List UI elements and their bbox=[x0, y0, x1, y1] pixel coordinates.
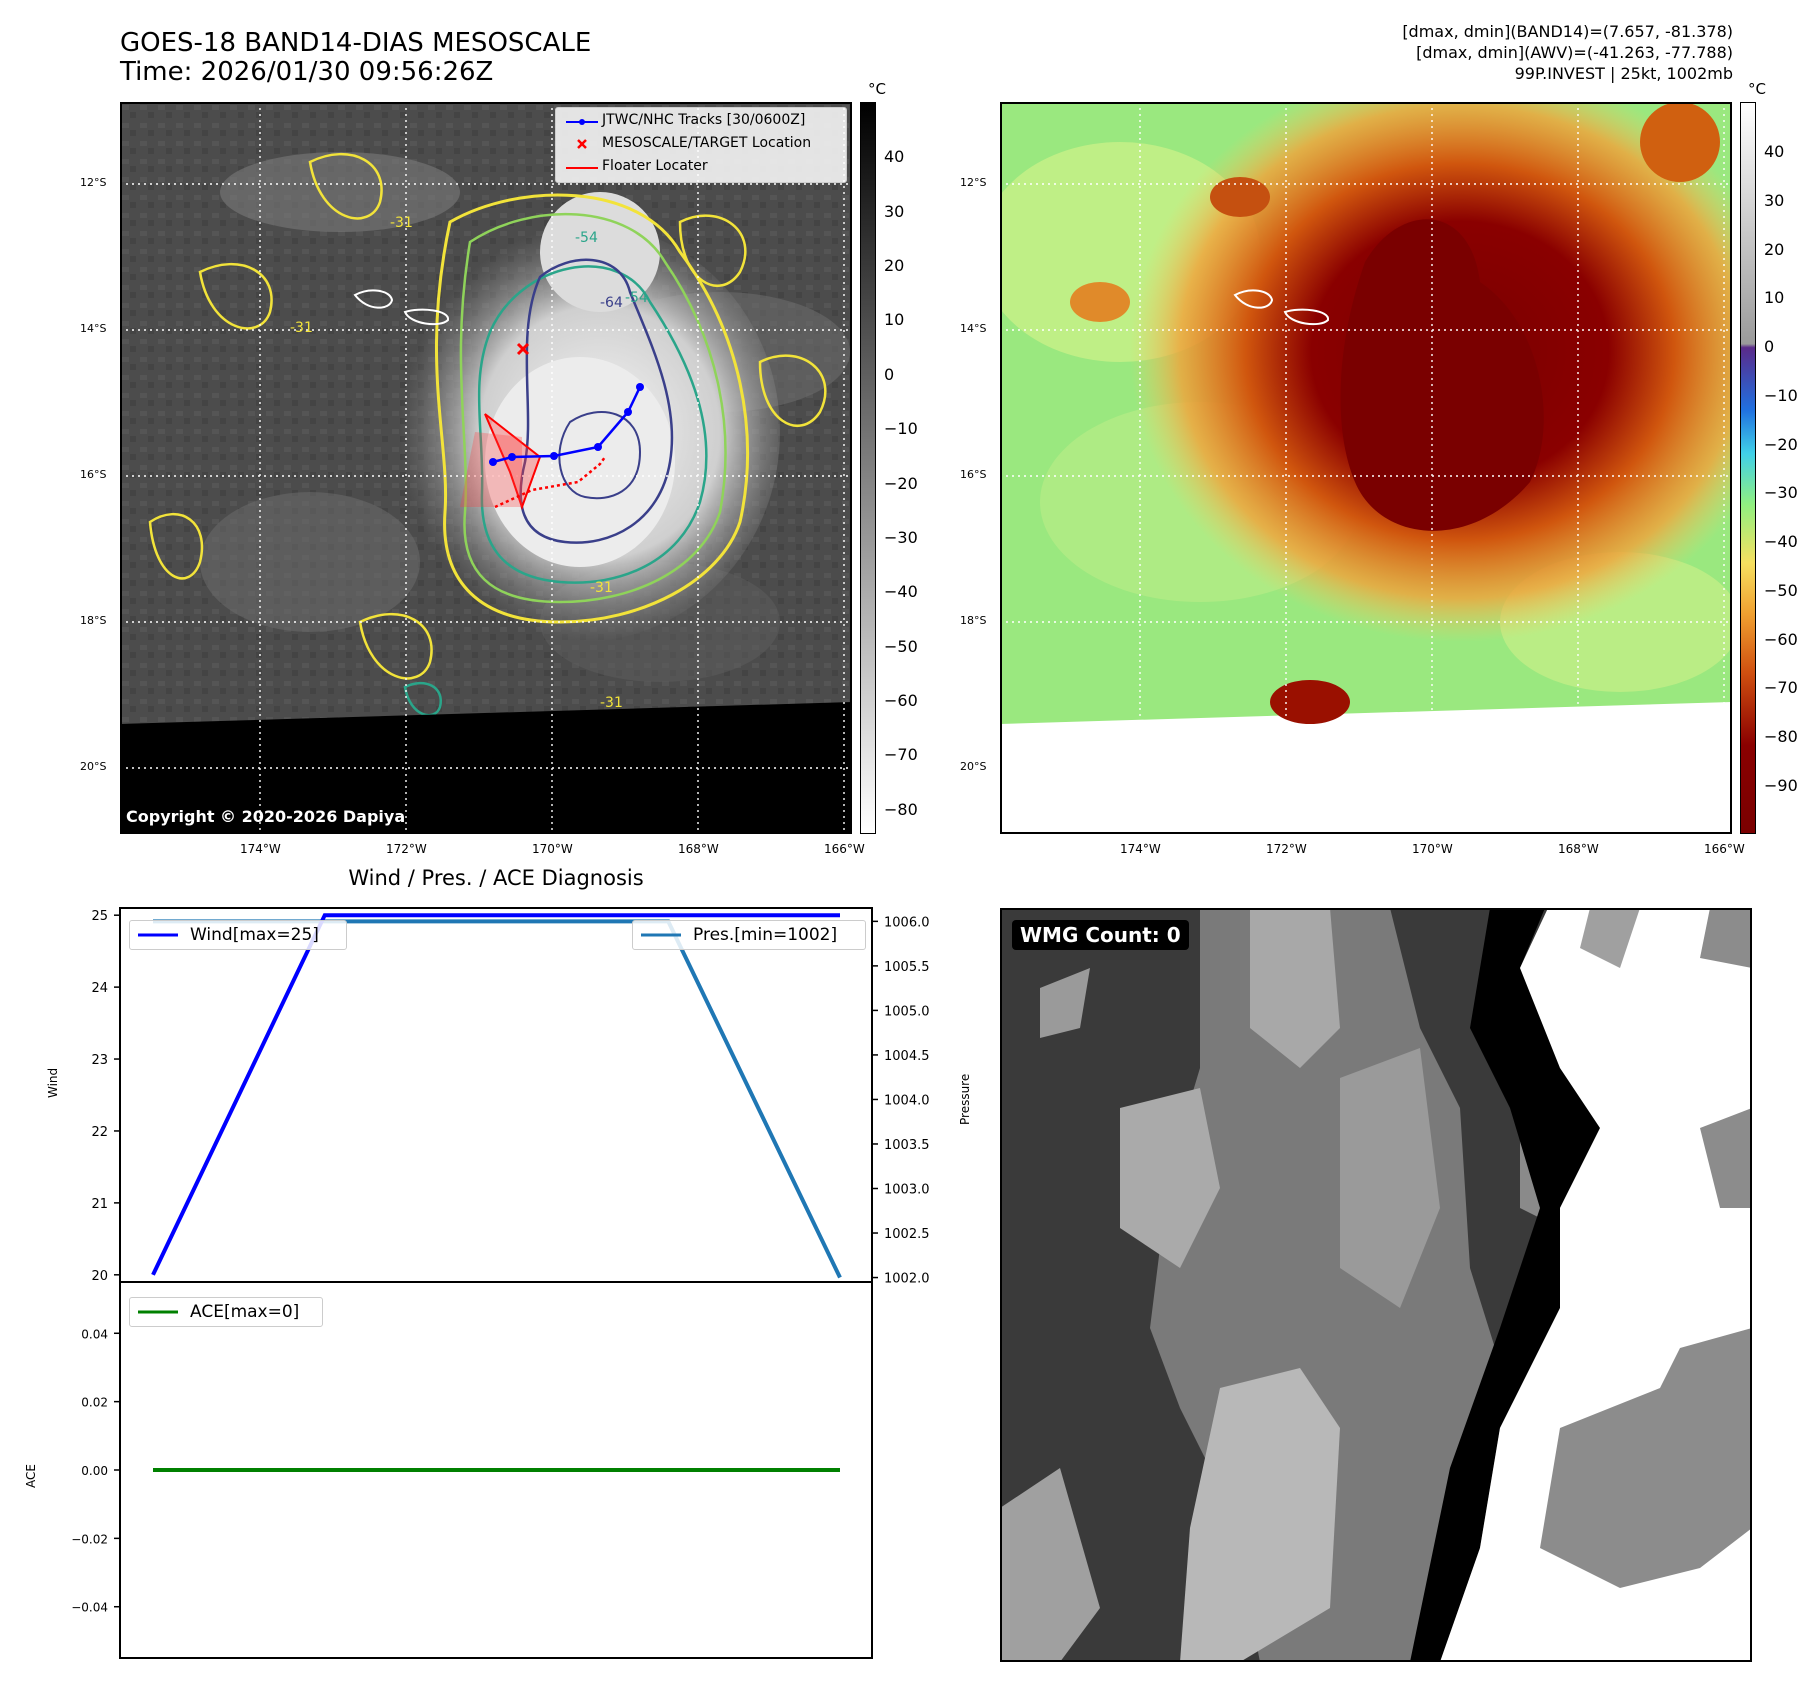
pres-legend: Pres.[min=1002] bbox=[632, 920, 866, 950]
lat-label: 14°S bbox=[80, 322, 107, 335]
awv-map bbox=[1000, 102, 1732, 834]
y2-tick-label: 1006.0 bbox=[884, 915, 930, 930]
lat-label: 14°S bbox=[960, 322, 987, 335]
wmg-count: WMG Count: 0 bbox=[1012, 920, 1189, 950]
y-tick-label: 22 bbox=[91, 1125, 108, 1140]
wmg-panel bbox=[1000, 908, 1752, 1662]
lon-label: 174°W bbox=[240, 842, 281, 856]
stats-awv: [dmax, dmin](AWV)=(-41.263, -77.788) bbox=[1416, 43, 1733, 62]
lon-label: 170°W bbox=[1412, 842, 1453, 856]
lat-label: 20°S bbox=[80, 760, 107, 773]
y2-tick-label: 1004.0 bbox=[884, 1093, 930, 1108]
wind-legend: Wind[max=25] bbox=[129, 920, 347, 950]
legend-tracks: JTWC/NHC Tracks [30/0600Z] bbox=[602, 112, 806, 128]
colorbar-unit: °C bbox=[868, 80, 886, 98]
contour-label: -31 bbox=[600, 695, 623, 711]
ace-axis-label: ACE bbox=[24, 1464, 38, 1488]
colorbar-left-ticks: 40 30 20 10 0 −10 −20 −30 −40 −50 −60 −7… bbox=[884, 147, 918, 819]
lon-label: 166°W bbox=[1704, 842, 1745, 856]
y2-tick-label: 1003.5 bbox=[884, 1138, 930, 1153]
diagnosis-chart: 20 21 22 23 24 25 1002.0 1002.5 1003.0 1003.5 1004… bbox=[71, 907, 930, 1659]
lon-label: 172°W bbox=[1266, 842, 1307, 856]
ace-legend: ACE[max=0] bbox=[129, 1297, 323, 1327]
lat-label: 16°S bbox=[960, 468, 987, 481]
ace-tick-label: 0.00 bbox=[81, 1464, 108, 1478]
lat-label: 18°S bbox=[960, 614, 987, 627]
y2-tick-label: 1005.0 bbox=[884, 1004, 930, 1019]
contour-label: -54 bbox=[575, 230, 598, 246]
pressure-line bbox=[153, 919, 842, 1279]
colorbar-right-ticks: 40 30 20 10 0 −10 −20 −30 −40 −50 −60 −7… bbox=[1764, 142, 1798, 795]
lon-label: 170°W bbox=[532, 842, 573, 856]
lon-label: 174°W bbox=[1120, 842, 1161, 856]
lat-label: 12°S bbox=[960, 176, 987, 189]
contour-label: -64 bbox=[600, 295, 623, 311]
wind-pres-frame bbox=[119, 907, 873, 1283]
y2-tick-label: 1003.0 bbox=[884, 1183, 930, 1198]
lat-label: 20°S bbox=[960, 760, 987, 773]
ace-tick-label: −0.04 bbox=[71, 1601, 108, 1615]
lat-label: 18°S bbox=[80, 614, 107, 627]
chart-time: Time: 2026/01/30 09:56:26Z bbox=[120, 57, 494, 87]
lat-label: 16°S bbox=[80, 468, 107, 481]
colorbar-unit: °C bbox=[1748, 80, 1766, 98]
colorbar-right bbox=[1740, 102, 1756, 834]
ace-tick-label: 0.04 bbox=[81, 1327, 108, 1341]
contour-label: -31 bbox=[390, 215, 413, 231]
y-tick-label: 20 bbox=[91, 1269, 108, 1284]
stats-storm: 99P.INVEST | 25kt, 1002mb bbox=[1514, 64, 1733, 83]
contour-label: -54 bbox=[625, 290, 648, 306]
ace-tick-label: 0.02 bbox=[81, 1396, 108, 1410]
ir-map: -31 -54 -64 -54 -31 -31 -31 Copyright © … bbox=[120, 102, 852, 834]
wind-line bbox=[151, 913, 840, 1276]
y2-tick-label: 1004.5 bbox=[884, 1049, 930, 1064]
y-tick-label: 23 bbox=[91, 1053, 108, 1068]
y2-tick-label: 1002.0 bbox=[884, 1272, 930, 1287]
diagnosis-title: Wind / Pres. / ACE Diagnosis bbox=[348, 866, 644, 890]
chart-title: GOES-18 BAND14-DIAS MESOSCALE bbox=[120, 28, 592, 58]
legend-floater: Floater Locater bbox=[602, 158, 708, 174]
y-tick-label: 21 bbox=[91, 1197, 108, 1212]
y2-tick-label: 1005.5 bbox=[884, 960, 930, 975]
y2-tick-label: 1002.5 bbox=[884, 1227, 930, 1242]
copyright: Copyright © 2020-2026 Dapiya bbox=[126, 807, 405, 826]
lon-label: 168°W bbox=[678, 842, 719, 856]
pressure-axis-label: Pressure bbox=[958, 1073, 972, 1125]
lon-label: 172°W bbox=[386, 842, 427, 856]
ace-tick-label: −0.02 bbox=[71, 1532, 108, 1546]
y-tick-label: 25 bbox=[91, 909, 108, 924]
lat-label: 12°S bbox=[80, 176, 107, 189]
stats-band14: [dmax, dmin](BAND14)=(7.657, -81.378) bbox=[1402, 22, 1733, 41]
wind-axis-label: Wind bbox=[46, 1067, 60, 1098]
y-tick-label: 24 bbox=[91, 981, 108, 996]
colorbar-left bbox=[860, 102, 876, 834]
lon-label: 168°W bbox=[1558, 842, 1599, 856]
legend-target: MESOSCALE/TARGET Location bbox=[602, 135, 812, 151]
lon-label: 166°W bbox=[824, 842, 865, 856]
contour-label: -31 bbox=[590, 580, 613, 596]
contour-label: -31 bbox=[290, 320, 313, 336]
map-legend: JTWC/NHC Tracks [30/0600Z] MESOSCALE/TAR… bbox=[555, 107, 847, 183]
